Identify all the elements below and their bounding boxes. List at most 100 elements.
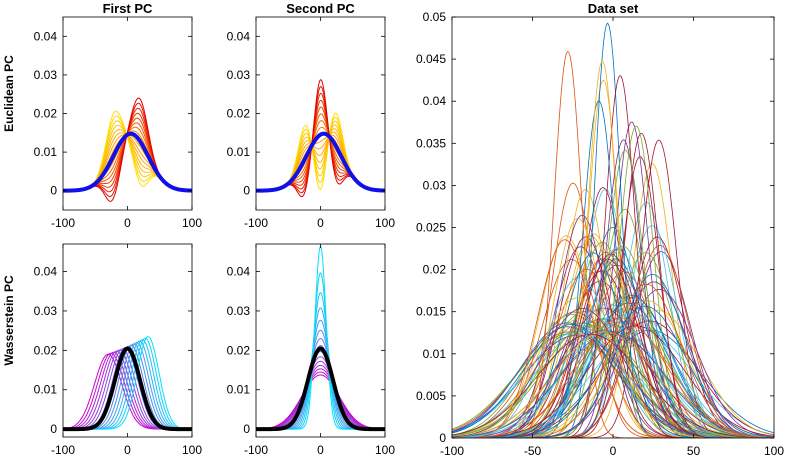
series-line — [256, 245, 385, 430]
series-line — [256, 128, 385, 192]
series-line — [452, 51, 774, 438]
y-tick-label: 0.04 — [423, 94, 447, 108]
y-tick-label: 0.04 — [227, 265, 251, 279]
series-line — [452, 139, 774, 438]
x-tick-label: 100 — [375, 443, 395, 457]
y-tick-label: 0.02 — [423, 263, 447, 277]
x-tick-label: -100 — [244, 216, 268, 230]
series-line — [256, 345, 385, 430]
series-line — [63, 107, 192, 193]
series-line — [256, 338, 385, 430]
x-tick-label: -100 — [51, 216, 75, 230]
series-line — [452, 324, 774, 438]
series-line — [452, 75, 774, 438]
y-tick-label: 0.045 — [416, 52, 446, 66]
panel-wasserstein-first-pc: 0 0.01 0.02 0.03 0.04 -100 0 100 Wasserstein PC — [2, 243, 202, 457]
x-tick-label: 0 — [124, 443, 131, 457]
series-line — [63, 117, 192, 192]
y-tick-label: 0 — [50, 184, 57, 198]
y-tick-label: 0.01 — [34, 145, 58, 159]
y-tick-label: 0.04 — [34, 29, 58, 43]
chart-title: First PC — [103, 1, 153, 16]
series-line — [452, 239, 774, 438]
y-tick-label: 0 — [50, 422, 57, 436]
series-line — [452, 317, 774, 438]
y-tick-label: 0.035 — [416, 136, 446, 150]
y-tick-label: 0 — [439, 431, 446, 445]
series-line — [452, 236, 774, 438]
axes-frame — [62, 243, 193, 438]
panel-euclidean-second-pc: 0 0.01 0.02 0.03 0.04 -100 0 100 Second PC — [227, 1, 396, 230]
y-tick-label: 0.03 — [423, 178, 447, 192]
series-line — [256, 368, 385, 430]
y-tick-label: 0.03 — [34, 68, 58, 82]
chart-title: Second PC — [286, 1, 355, 16]
series-line — [256, 79, 385, 198]
x-tick-label: -100 — [244, 443, 268, 457]
series-line — [452, 121, 774, 438]
panel-data-set: 0 0.005 0.01 0.015 0.02 0.025 0.03 0.035 0.04 0.0… — [416, 1, 784, 457]
y-tick-label: 0.03 — [227, 68, 251, 82]
series-line — [452, 245, 774, 438]
panel-euclidean-first-pc: 0 0.01 0.02 0.03 0.04 -100 0 100 First PC Euclide… — [2, 1, 202, 230]
curve-group — [63, 336, 192, 432]
series-line — [452, 100, 774, 438]
series-line — [452, 258, 774, 438]
y-tick-label: 0.025 — [416, 221, 446, 235]
series-line — [256, 86, 385, 194]
series-line — [452, 60, 774, 438]
y-tick-label: 0.04 — [34, 265, 58, 279]
series-line — [452, 125, 774, 438]
row-label: Wasserstein PC — [2, 275, 16, 366]
series-line — [256, 371, 385, 430]
series-line — [63, 132, 192, 192]
series-line — [63, 115, 192, 192]
series-line — [256, 272, 385, 430]
series-line — [63, 133, 192, 192]
series-line — [452, 149, 774, 438]
axes-frame — [255, 16, 386, 211]
chart-title: Data set — [588, 1, 639, 16]
x-tick-label: 100 — [375, 216, 395, 230]
series-line — [452, 259, 774, 438]
y-tick-label: 0.02 — [34, 107, 58, 121]
y-tick-label: 0 — [243, 422, 250, 436]
y-tick-label: 0.05 — [423, 10, 447, 24]
series-line — [63, 102, 192, 197]
y-tick-label: 0.01 — [227, 383, 251, 397]
x-tick-label: -100 — [440, 444, 464, 457]
mean-curve — [63, 346, 192, 432]
mean-curve — [256, 346, 385, 432]
series-line — [256, 120, 385, 192]
y-tick-label: 0.01 — [227, 145, 251, 159]
x-tick-label: 0 — [317, 443, 324, 457]
x-tick-label: 0 — [610, 444, 617, 457]
y-tick-label: 0.02 — [34, 343, 58, 357]
series-line — [452, 132, 774, 438]
series-line — [256, 374, 385, 430]
x-tick-label: 100 — [182, 443, 202, 457]
mean-curve — [63, 131, 192, 193]
y-tick-label: 0.02 — [227, 343, 251, 357]
y-tick-label: 0.02 — [227, 107, 251, 121]
y-tick-label: 0.005 — [416, 389, 446, 403]
series-line — [63, 134, 192, 192]
curve-group — [452, 22, 774, 438]
x-tick-label: -100 — [51, 443, 75, 457]
y-tick-label: 0.03 — [34, 304, 58, 318]
y-tick-label: 0.01 — [34, 383, 58, 397]
x-tick-label: 0 — [317, 216, 324, 230]
x-tick-label: 50 — [687, 444, 701, 457]
series-line — [256, 356, 385, 430]
series-line — [256, 112, 385, 192]
panel-wasserstein-second-pc: 0 0.01 0.02 0.03 0.04 -100 0 100 — [227, 243, 395, 457]
x-tick-label: 0 — [124, 216, 131, 230]
row-label: Euclidean PC — [2, 55, 16, 132]
y-tick-label: 0.04 — [227, 29, 251, 43]
y-tick-label: 0.015 — [416, 305, 446, 319]
series-line — [452, 321, 774, 438]
series-line — [63, 110, 192, 192]
y-tick-label: 0.01 — [423, 347, 447, 361]
series-line — [256, 113, 385, 192]
